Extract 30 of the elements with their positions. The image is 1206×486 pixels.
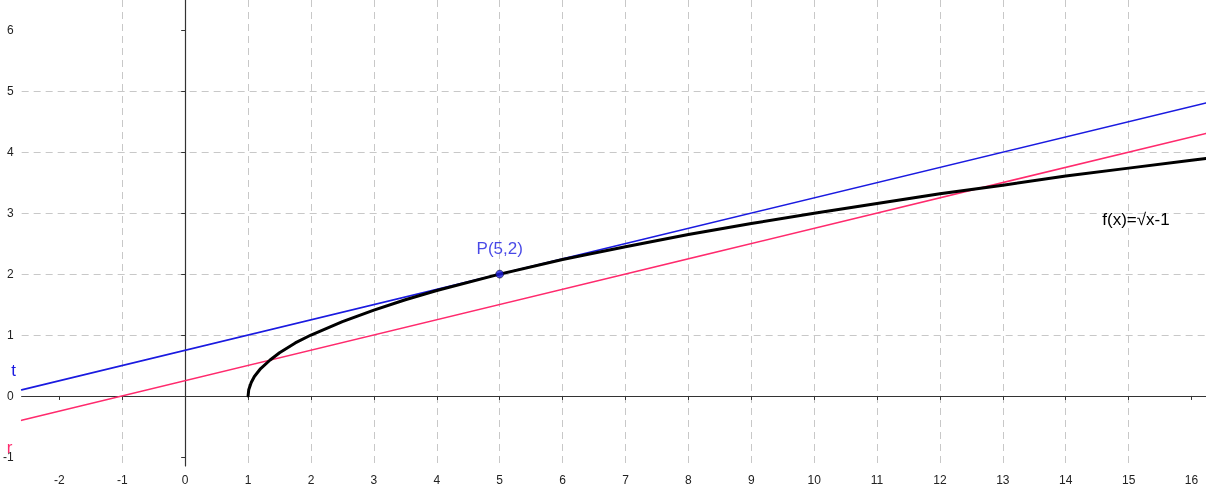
x-tick-label: 15: [1121, 473, 1136, 486]
x-tick-label: -2: [54, 473, 66, 486]
y-tick-label: 6: [6, 23, 14, 38]
x-tick-label: 11: [870, 473, 884, 486]
series-label: P(5,2): [476, 238, 523, 258]
x-tick-label: 3: [370, 473, 378, 486]
x-tick-label: 6: [559, 473, 567, 486]
x-tick-label: 1: [244, 473, 252, 486]
series-label: t: [11, 360, 17, 380]
x-tick-label: 12: [933, 473, 947, 486]
y-tick-label: 0: [6, 388, 14, 403]
x-tick-label: 8: [685, 473, 693, 486]
y-tick-label: 4: [6, 145, 14, 160]
x-tick-label: -1: [116, 473, 128, 486]
y-tick-label: 3: [6, 206, 14, 221]
text: f(x)=√x-1: [1102, 210, 1170, 230]
x-tick-label: 7: [622, 473, 630, 486]
line-series: [246, 156, 1206, 398]
x-tick-label: 2: [307, 473, 315, 486]
x-tick-label: 14: [1059, 473, 1073, 486]
x-tick-label: 0: [181, 473, 189, 486]
x-tick-label: 10: [807, 473, 822, 486]
y-tick-label: 5: [6, 84, 14, 99]
x-tick-label: 5: [496, 473, 504, 486]
y-tick-label: 1: [6, 328, 14, 343]
x-tick-label: 4: [433, 473, 441, 486]
x-tick-label: 16: [1184, 473, 1199, 486]
x-tick-label: 9: [747, 473, 755, 486]
y-tick-label: 2: [6, 267, 14, 282]
x-tick-label: 13: [996, 473, 1010, 486]
